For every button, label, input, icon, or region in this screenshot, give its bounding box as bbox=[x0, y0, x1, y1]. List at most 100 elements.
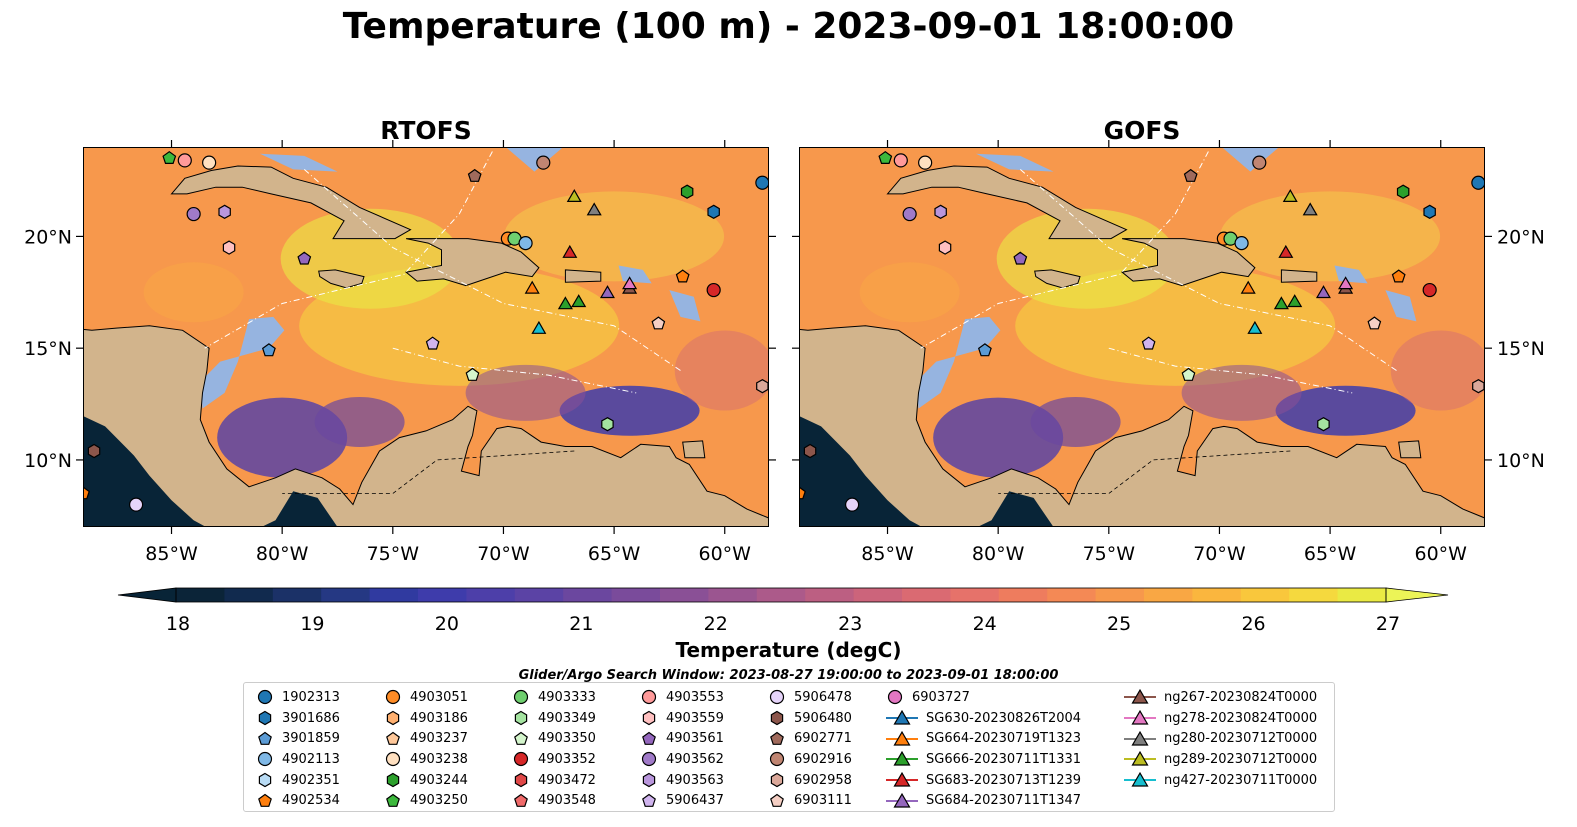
colorbar-tick-label: 19 bbox=[300, 613, 324, 635]
legend-item: 4903561 bbox=[640, 728, 724, 749]
float-marker-0-25 bbox=[675, 269, 690, 283]
float-marker-1-27 bbox=[1423, 204, 1436, 219]
float-marker-0-35 bbox=[129, 497, 144, 512]
legend-item: 3901686 bbox=[256, 708, 340, 729]
float-marker-0-17 bbox=[566, 188, 582, 203]
float-marker-1-33 bbox=[803, 443, 817, 459]
float-marker-1-32 bbox=[1317, 417, 1330, 432]
legend-marker-icon bbox=[886, 772, 918, 787]
lon-tick-label: 65°W bbox=[588, 543, 641, 565]
float-marker-1-17 bbox=[1282, 188, 1298, 203]
float-marker-0-3 bbox=[186, 206, 201, 222]
legend-item: 4903051 bbox=[384, 687, 468, 708]
legend-item-label: ng289-20230712T0000 bbox=[1164, 751, 1318, 767]
float-marker-1-13 bbox=[1183, 168, 1198, 182]
legend-marker-icon bbox=[1124, 730, 1156, 746]
float-marker-1-6 bbox=[1013, 251, 1028, 265]
legend-item-label: SG683-20230713T1239 bbox=[926, 772, 1082, 788]
colorbar-swatch bbox=[321, 588, 371, 602]
map-panel-rtofs bbox=[83, 147, 769, 527]
legend-marker-icon bbox=[513, 752, 529, 767]
legend-item: 4903333 bbox=[512, 687, 596, 708]
legend-item: SG683-20230713T1239 bbox=[886, 770, 1081, 791]
float-marker-0-32 bbox=[601, 417, 614, 432]
legend-item: 4903237 bbox=[384, 728, 468, 749]
colorbar-tick-label: 24 bbox=[973, 613, 997, 635]
legend-marker-icon bbox=[1124, 751, 1156, 767]
legend-item-label: ng267-20230824T0000 bbox=[1164, 689, 1318, 705]
legend-marker-icon bbox=[258, 731, 272, 745]
map-panel-gofs bbox=[799, 147, 1485, 527]
legend-item: ng280-20230712T0000 bbox=[1124, 728, 1317, 749]
legend-item: 4903559 bbox=[640, 708, 724, 729]
colorbar-swatch bbox=[660, 588, 709, 602]
search-window-caption: Glider/Argo Search Window: 2023-08-27 19… bbox=[518, 668, 1059, 683]
legend-item-label: 6902916 bbox=[794, 751, 852, 767]
legend-item-label: SG630-20230826T2004 bbox=[926, 710, 1082, 726]
colorbar-tick-label: 18 bbox=[166, 613, 190, 635]
float-marker-1-9 bbox=[1181, 367, 1196, 381]
legend-item-label: SG664-20230719T1323 bbox=[926, 731, 1082, 747]
legend-item-label: 6903727 bbox=[912, 689, 970, 705]
legend-marker-icon bbox=[642, 710, 656, 726]
float-marker-1-0 bbox=[878, 150, 893, 164]
legend: 1902313 3901686 3901859 4902113 4902351 49025… bbox=[243, 682, 1335, 812]
map-axes: 85°W 80°W 75°W 70°W 65°W 60°W 85°W 80°W 75°W 70°W… bbox=[24, 140, 1545, 565]
legend-marker-icon bbox=[386, 710, 400, 726]
legend-marker-icon bbox=[386, 793, 400, 807]
legend-marker-icon bbox=[641, 690, 657, 705]
float-marker-1-5 bbox=[938, 240, 952, 255]
legend-item-label: 4903051 bbox=[410, 689, 468, 705]
legend-item-label: 5906437 bbox=[666, 793, 724, 809]
legend-marker-icon bbox=[769, 752, 785, 767]
legend-item-label: 4903244 bbox=[410, 772, 468, 788]
colorbar-tick-label: 23 bbox=[838, 613, 862, 635]
colorbar-swatch bbox=[1047, 588, 1097, 602]
float-marker-1-19 bbox=[1273, 296, 1289, 310]
lat-tick-label: 20°N bbox=[1497, 226, 1545, 248]
legend-marker-icon bbox=[258, 710, 272, 726]
legend-item-label: 3901859 bbox=[282, 731, 340, 747]
float-marker-1-26 bbox=[1396, 184, 1410, 199]
legend-item-label: 1902313 bbox=[282, 689, 340, 705]
legend-item-label: 4903350 bbox=[538, 731, 596, 747]
legend-marker-icon bbox=[514, 793, 528, 807]
legend-item: 6903111 bbox=[768, 790, 852, 811]
legend-marker-icon bbox=[386, 731, 400, 745]
legend-item: SG684-20230711T1347 bbox=[886, 790, 1081, 811]
float-marker-1-20 bbox=[1287, 294, 1303, 308]
legend-item-label: 4902113 bbox=[282, 751, 340, 767]
legend-item-label: 4903352 bbox=[538, 751, 596, 767]
legend-item-label: 4902351 bbox=[282, 772, 340, 788]
legend-marker-icon bbox=[642, 793, 656, 807]
legend-item-label: SG666-20230711T1331 bbox=[926, 751, 1082, 767]
legend-item-label: 4903548 bbox=[538, 793, 596, 809]
colorbar-tick-label: 20 bbox=[435, 613, 459, 635]
float-marker-1-1 bbox=[893, 153, 908, 168]
float-marker-1-24 bbox=[1338, 276, 1354, 290]
legend-item: 4903349 bbox=[512, 708, 596, 729]
lon-tick-label: 60°W bbox=[1415, 543, 1468, 565]
float-marker-0-29 bbox=[706, 282, 721, 298]
legend-item: 4903548 bbox=[512, 790, 596, 811]
legend-marker-icon bbox=[386, 772, 400, 788]
float-marker-1-4 bbox=[934, 204, 947, 219]
float-marker-1-8 bbox=[1141, 336, 1156, 350]
lat-tick-label: 15°N bbox=[1497, 338, 1545, 360]
legend-item-label: 6903111 bbox=[794, 793, 852, 809]
legend-marker-icon bbox=[887, 690, 903, 705]
legend-item-label: ng427-20230711T0000 bbox=[1164, 772, 1318, 788]
colorbar-swatch bbox=[176, 588, 225, 602]
legend-marker-icon bbox=[642, 772, 656, 788]
legend-marker-icon bbox=[770, 731, 784, 745]
colorbar-swatch bbox=[1289, 588, 1339, 602]
legend-marker-icon bbox=[1124, 709, 1156, 725]
float-marker-0-16 bbox=[562, 244, 578, 258]
colorbar-tick-label: 26 bbox=[1241, 613, 1265, 635]
legend-marker-icon bbox=[1124, 772, 1156, 787]
legend-item-label: 4903333 bbox=[538, 689, 596, 705]
legend-item: 5906478 bbox=[768, 687, 852, 708]
lon-tick-label: 70°W bbox=[477, 543, 530, 565]
legend-item: 4902534 bbox=[256, 790, 340, 811]
legend-item-label: 4903562 bbox=[666, 751, 724, 767]
